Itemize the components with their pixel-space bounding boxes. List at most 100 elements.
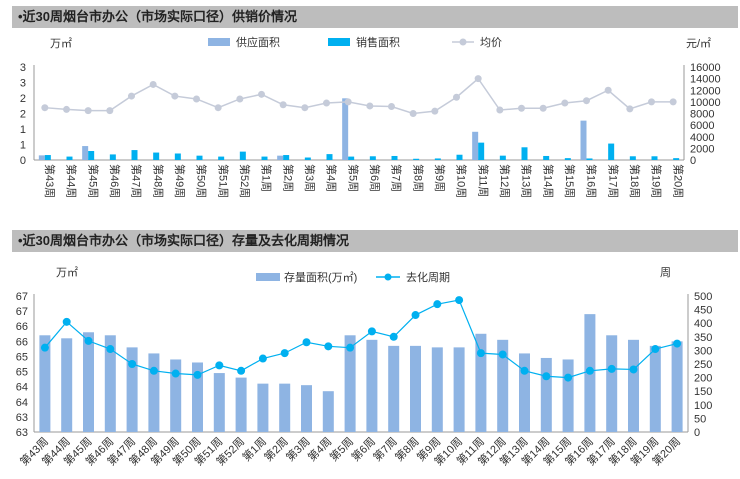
supply-bar [38, 155, 45, 160]
y-right-tick-1: 6000 [690, 120, 714, 132]
price-point [561, 99, 569, 107]
price-point [193, 95, 200, 103]
stock-bar [126, 347, 138, 432]
sales-bar [499, 155, 506, 160]
x-tick-label-2: 第8周 [392, 434, 422, 464]
legend-marker-cycle [384, 273, 392, 281]
y-right-tick-1: 0 [690, 155, 696, 167]
cycle-point [455, 296, 464, 305]
y-right-tick-1: 4000 [690, 132, 714, 144]
unit-right-1: 元/㎡ [686, 37, 711, 50]
x-tick-label-2: 第3周 [283, 434, 313, 464]
supply-bar [342, 98, 349, 160]
x-tick-label-1: 第4周 [325, 164, 339, 192]
price-point [106, 107, 114, 115]
stock-bar [104, 335, 116, 432]
y-right-tick-2: 450 [694, 305, 712, 317]
price-point [604, 86, 612, 94]
x-tick-label-2: 第4周 [305, 434, 335, 464]
cycle-point [564, 373, 573, 382]
cycle-point [498, 350, 507, 359]
x-tick-label-1: 第51周 [216, 164, 230, 198]
price-point [539, 104, 547, 112]
price-point [626, 105, 634, 113]
stock-bar [410, 345, 421, 432]
supply-bar [472, 131, 479, 160]
price-point [474, 75, 482, 83]
stock-bar [453, 347, 465, 432]
cycle-point [324, 342, 333, 351]
y-left-tick-1: 3 [20, 78, 26, 90]
sales-bar [413, 158, 420, 160]
cycle-point [215, 361, 224, 370]
legend-marker-2 [459, 38, 467, 46]
legend-label-0: 供应面积 [236, 35, 280, 49]
price-point [84, 107, 92, 115]
y-left-tick-2: 64 [16, 382, 28, 394]
legend-swatch-stock [256, 273, 280, 281]
stock-bar [148, 353, 160, 432]
x-tick-label-2: 第5周 [326, 434, 356, 464]
x-tick-label-1: 第49周 [173, 164, 187, 198]
stock-bar [192, 362, 203, 432]
supply-sales-price-title: •近30周烟台市办公（市场实际口径）供销价情况 [12, 6, 738, 28]
price-point [63, 105, 70, 113]
x-tick-label-1: 第7周 [390, 164, 404, 192]
x-tick-label-1: 第19周 [650, 164, 664, 198]
x-tick-label-1: 第17周 [606, 164, 620, 198]
price-point [496, 106, 504, 114]
y-left-tick-2: 65 [16, 367, 28, 379]
x-tick-label-1: 第44周 [65, 164, 79, 198]
stock-bar [475, 333, 487, 432]
cycle-point [171, 369, 180, 378]
cycle-point [476, 349, 485, 358]
sales-bar [239, 151, 246, 160]
cycle-point [542, 372, 551, 381]
cycle-point [84, 336, 93, 345]
y-left-tick-2: 66 [16, 321, 28, 333]
y-right-tick-2: 100 [694, 400, 712, 412]
legend-label-1: 销售面积 [356, 35, 400, 49]
stock-bar [39, 335, 51, 432]
price-point [388, 103, 395, 111]
price-point [258, 90, 265, 98]
cycle-line [44, 299, 678, 379]
cycle-point [629, 365, 638, 374]
stock-bar [235, 377, 247, 432]
y-left-tick-1: 2 [20, 93, 26, 105]
price-line [44, 77, 674, 115]
stock-bar [279, 383, 291, 432]
price-point [409, 110, 417, 117]
sales-bar [131, 150, 138, 160]
x-tick-label-1: 第1周 [260, 164, 274, 192]
stock-bar [431, 347, 443, 432]
stock-bar [519, 353, 530, 432]
y-left-tick-1: 0 [20, 155, 26, 167]
x-tick-label-2: 第2周 [261, 434, 291, 464]
x-tick-label-1: 第2周 [281, 164, 295, 192]
x-tick-label-1: 第13周 [520, 164, 534, 198]
stock-bar [671, 341, 683, 432]
y-right-tick-2: 50 [694, 413, 706, 425]
cycle-point [302, 338, 311, 347]
x-tick-label-1: 第14周 [541, 164, 555, 198]
y-right-tick-1: 14000 [690, 74, 721, 86]
cycle-point [433, 300, 442, 309]
sales-bar [326, 154, 333, 160]
y-left-tick-2: 63 [16, 427, 28, 439]
legend-label-stock: 存量面积(万㎡) [284, 270, 357, 284]
x-tick-label-1: 第15周 [563, 164, 577, 198]
cycle-point [367, 327, 376, 336]
legend-label-2: 均价 [480, 36, 502, 49]
y-right-tick-2: 150 [694, 386, 712, 398]
stock-bar [388, 345, 400, 432]
y-left-tick-1: 3 [20, 62, 26, 74]
stock-bar [649, 345, 661, 432]
x-tick-label-1: 第20周 [671, 164, 685, 198]
sales-bar [564, 158, 571, 160]
x-tick-label-1: 第3周 [303, 164, 317, 192]
cycle-point [389, 332, 398, 341]
cycle-point [411, 311, 420, 320]
x-tick-label-1: 第18周 [628, 164, 642, 198]
